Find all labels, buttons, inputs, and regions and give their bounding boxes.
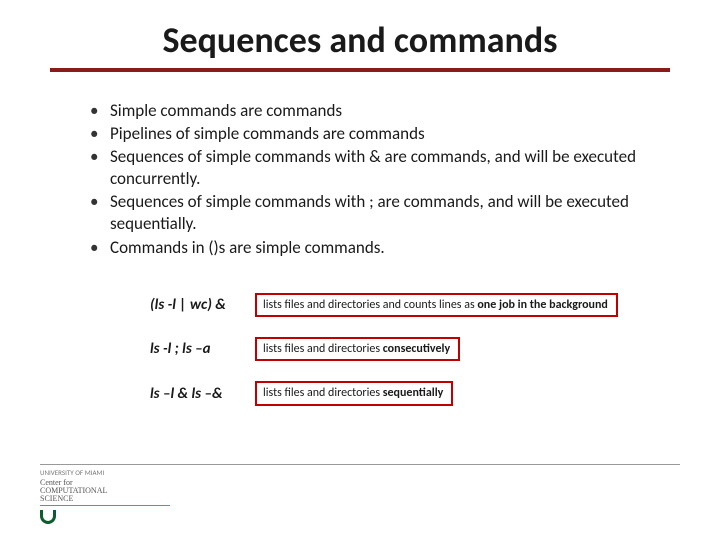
example-description: lists files and directories consecutivel… (255, 337, 460, 361)
slide-title: Sequences and commands (50, 10, 670, 72)
bullet-item: Pipelines of simple commands are command… (90, 123, 650, 145)
example-description: lists files and directories sequentially (255, 381, 453, 405)
bullet-item: Commands in ()s are simple commands. (90, 237, 650, 259)
examples-block: (ls -l | wc) & lists files and directori… (150, 293, 680, 406)
bullet-list: Simple commands are commands Pipelines o… (90, 100, 650, 259)
slide: Sequences and commands Simple commands a… (0, 0, 720, 540)
example-desc-strong: sequentially (383, 386, 444, 400)
bullet-item: Sequences of simple commands with ; are … (90, 191, 650, 235)
example-row: (ls -l | wc) & lists files and directori… (150, 293, 680, 317)
footer-divider (40, 505, 170, 506)
example-command: ls -l ; ls –a (150, 340, 255, 358)
example-command: (ls -l | wc) & (150, 296, 255, 314)
example-desc-pre: lists files and directories and counts l… (263, 298, 477, 312)
example-command: ls –l & ls –& (150, 385, 255, 403)
example-desc-strong: consecutively (383, 342, 450, 356)
footer: UNIVERSITY OF MIAMI Center for COMPUTATI… (40, 464, 680, 522)
example-description: lists files and directories and counts l… (255, 293, 618, 317)
footer-university: UNIVERSITY OF MIAMI (40, 469, 680, 477)
example-desc-strong: one job in the background (477, 298, 608, 312)
example-desc-pre: lists files and directories (263, 342, 383, 356)
footer-center-line: Center for (40, 479, 680, 487)
bullet-item: Sequences of simple commands with & are … (90, 146, 650, 190)
example-row: ls –l & ls –& lists files and directorie… (150, 381, 680, 405)
footer-center-line: COMPUTATIONAL (40, 487, 680, 495)
bullet-item: Simple commands are commands (90, 100, 650, 122)
u-logo-icon (40, 512, 58, 526)
footer-center-line: SCIENCE (40, 495, 680, 503)
u-logo-outer (40, 510, 56, 524)
example-row: ls -l ; ls –a lists files and directorie… (150, 337, 680, 361)
example-desc-pre: lists files and directories (263, 386, 383, 400)
